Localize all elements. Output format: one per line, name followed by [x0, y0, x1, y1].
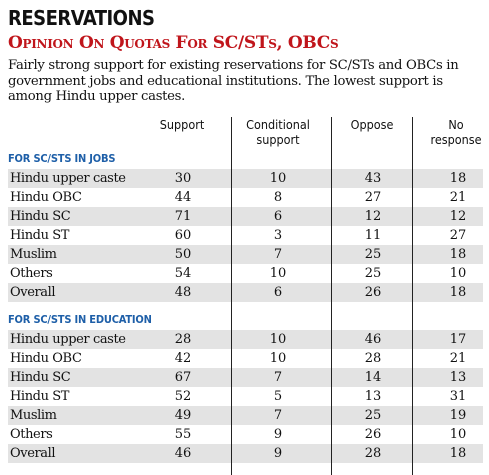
table-row: Overall 48 6 26 18: [8, 283, 483, 302]
table-cell: 3: [273, 228, 283, 243]
table-cell: 67: [174, 370, 192, 385]
table-cell: 42: [174, 351, 192, 366]
page-title: RESERVATIONS: [8, 6, 155, 30]
table-row: Muslim 49 7 25 19: [8, 406, 483, 425]
table-cell: 25: [364, 247, 382, 262]
table-cell: 25: [364, 408, 382, 423]
row-label: Muslim: [10, 247, 57, 262]
table-cell: 31: [449, 389, 467, 404]
row-label: Hindu SC: [10, 370, 71, 385]
table-cell: 26: [364, 285, 382, 300]
table-cell: 25: [364, 266, 382, 281]
table-cell: 30: [174, 171, 192, 186]
column-header-conditional: Conditional support: [246, 117, 310, 147]
row-label: Others: [10, 266, 53, 281]
row-label: Hindu OBC: [10, 190, 82, 205]
table-cell: 21: [449, 190, 467, 205]
row-label: Overall: [10, 446, 56, 461]
table-cell: 13: [364, 389, 382, 404]
section-title: FOR SC/STS IN EDUCATION: [8, 313, 152, 326]
table-cell: 21: [449, 351, 467, 366]
table-cell: 18: [449, 285, 467, 300]
column-divider: [331, 117, 332, 475]
table-cell: 50: [174, 247, 192, 262]
table-cell: 12: [364, 209, 382, 224]
column-header-support: Support: [159, 117, 205, 132]
page-subtitle: Opinion On Quotas For SC/STs, OBCs: [8, 33, 339, 53]
table-cell: 10: [269, 351, 287, 366]
row-label: Hindu OBC: [10, 351, 82, 366]
table-cell: 54: [174, 266, 192, 281]
section-title: FOR SC/STS IN JOBS: [8, 152, 116, 165]
table-cell: 12: [449, 209, 467, 224]
table-cell: 19: [449, 408, 467, 423]
table-row: Others 54 10 25 10: [8, 264, 483, 283]
table-cell: 28: [364, 351, 382, 366]
table-cell: 7: [273, 408, 283, 423]
table-cell: 10: [269, 266, 287, 281]
table-cell: 60: [174, 228, 192, 243]
table-row: Hindu SC 67 7 14 13: [8, 368, 483, 387]
table-cell: 10: [269, 332, 287, 347]
table-cell: 8: [273, 190, 283, 205]
table-row: Hindu OBC 44 8 27 21: [8, 188, 483, 207]
row-label: Hindu upper caste: [10, 332, 126, 347]
table-cell: 9: [273, 446, 283, 461]
table-cell: 7: [273, 370, 283, 385]
table-cell: 18: [449, 446, 467, 461]
table-cell: 46: [174, 446, 192, 461]
row-label: Others: [10, 427, 53, 442]
row-label: Overall: [10, 285, 56, 300]
table-cell: 28: [364, 446, 382, 461]
table-cell: 10: [269, 171, 287, 186]
table-cell: 49: [174, 408, 192, 423]
column-header-no-response: No response: [430, 117, 482, 147]
description: Fairly strong support for existing reser…: [8, 58, 459, 104]
table-cell: 11: [364, 228, 382, 243]
table-cell: 28: [174, 332, 192, 347]
table-cell: 46: [364, 332, 382, 347]
table-cell: 14: [364, 370, 382, 385]
table-cell: 55: [174, 427, 192, 442]
row-label: Hindu SC: [10, 209, 71, 224]
table-cell: 17: [449, 332, 467, 347]
table-row: Hindu OBC 42 10 28 21: [8, 349, 483, 368]
table-row: Hindu upper caste 28 10 46 17: [8, 330, 483, 349]
table-cell: 10: [449, 266, 467, 281]
table-cell: 10: [449, 427, 467, 442]
table-cell: 13: [449, 370, 467, 385]
table-cell: 43: [364, 171, 382, 186]
row-label: Muslim: [10, 408, 57, 423]
table-row: Muslim 50 7 25 18: [8, 245, 483, 264]
table-row: Hindu ST 52 5 13 31: [8, 387, 483, 406]
table-cell: 5: [273, 389, 283, 404]
column-divider: [412, 117, 413, 475]
table-row: Hindu upper caste 30 10 43 18: [8, 169, 483, 188]
table-row: Hindu SC 71 6 12 12: [8, 207, 483, 226]
table-cell: 48: [174, 285, 192, 300]
column-divider: [231, 117, 232, 475]
table-cell: 6: [273, 285, 283, 300]
row-label: Hindu upper caste: [10, 171, 126, 186]
table-cell: 52: [174, 389, 192, 404]
table-cell: 26: [364, 427, 382, 442]
table-cell: 71: [174, 209, 192, 224]
table-cell: 7: [273, 247, 283, 262]
table-cell: 9: [273, 427, 283, 442]
table-cell: 6: [273, 209, 283, 224]
table-row: Hindu ST 60 3 11 27: [8, 226, 483, 245]
table-cell: 18: [449, 171, 467, 186]
table-cell: 27: [364, 190, 382, 205]
row-label: Hindu ST: [10, 228, 70, 243]
table-cell: 18: [449, 247, 467, 262]
table-cell: 44: [174, 190, 192, 205]
column-header-oppose: Oppose: [350, 117, 394, 132]
table-row: Others 55 9 26 10: [8, 425, 483, 444]
table-row: Overall 46 9 28 18: [8, 444, 483, 463]
row-label: Hindu ST: [10, 389, 70, 404]
table-cell: 27: [449, 228, 467, 243]
